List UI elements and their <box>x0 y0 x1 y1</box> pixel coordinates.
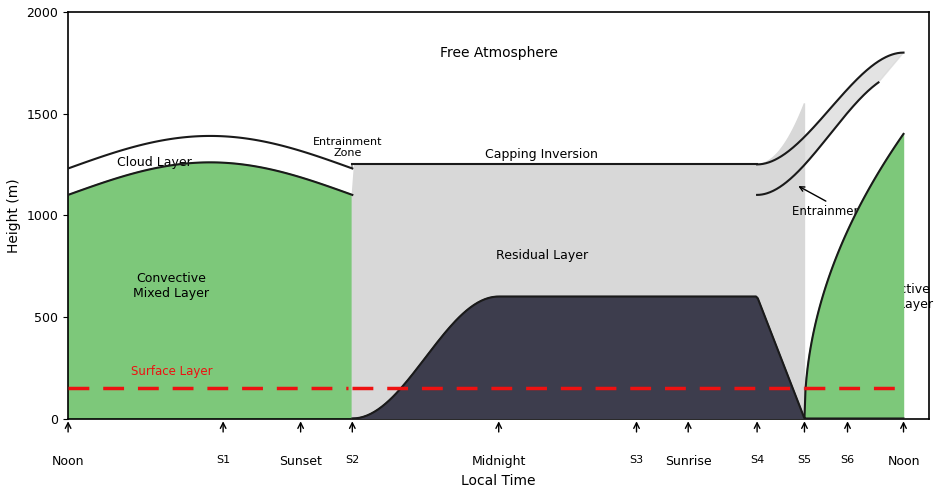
Text: Sunset: Sunset <box>278 455 322 468</box>
Text: Surface Layer: Surface Layer <box>431 365 514 378</box>
Polygon shape <box>756 52 902 195</box>
Polygon shape <box>803 134 902 418</box>
Text: Free Atmosphere: Free Atmosphere <box>439 46 557 59</box>
Y-axis label: Height (m): Height (m) <box>7 178 21 252</box>
Text: Cloud Layer: Cloud Layer <box>117 156 192 169</box>
Text: S1: S1 <box>216 455 230 465</box>
Polygon shape <box>352 103 803 418</box>
Text: S4: S4 <box>750 455 764 465</box>
Text: Noon: Noon <box>886 455 919 468</box>
Polygon shape <box>68 162 352 418</box>
Text: S6: S6 <box>839 455 853 465</box>
Text: Convective
Mixed Layer: Convective Mixed Layer <box>856 283 932 310</box>
Text: S3: S3 <box>629 455 643 465</box>
Text: S5: S5 <box>797 455 811 465</box>
Text: Noon: Noon <box>52 455 84 468</box>
X-axis label: Local Time: Local Time <box>461 474 535 488</box>
Text: Capping Inversion: Capping Inversion <box>485 148 598 161</box>
Polygon shape <box>352 297 803 418</box>
Text: Midnight: Midnight <box>471 455 526 468</box>
Text: Sunrise: Sunrise <box>665 455 711 468</box>
Text: S2: S2 <box>345 455 359 465</box>
Text: Residual Layer: Residual Layer <box>496 249 587 262</box>
Text: Surface Layer: Surface Layer <box>130 365 212 378</box>
Text: Convective
Mixed Layer: Convective Mixed Layer <box>133 272 210 300</box>
Text: Entrainment
Zone: Entrainment Zone <box>312 137 382 158</box>
Text: Entrainment Zone: Entrainment Zone <box>791 187 898 218</box>
